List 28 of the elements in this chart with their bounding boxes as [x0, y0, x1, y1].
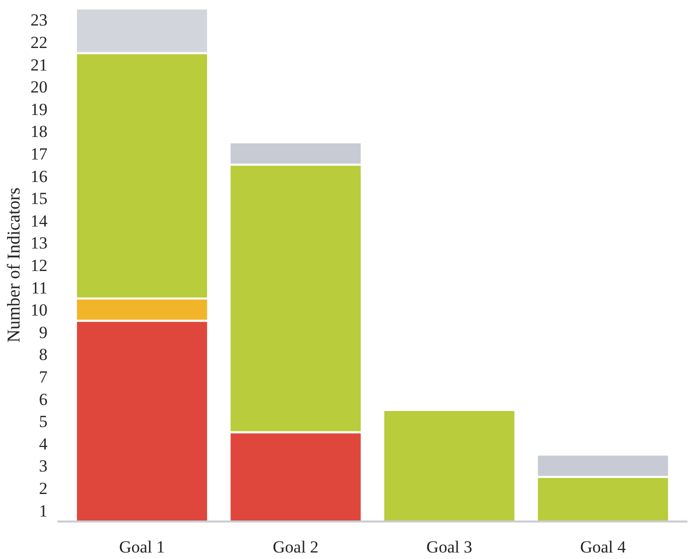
y-tick-label: 9 [39, 322, 48, 342]
y-tick-label: 12 [30, 256, 48, 275]
y-tick-label: 17 [30, 144, 48, 164]
x-tick-label: Goal 1 [119, 538, 165, 556]
y-tick-label: 7 [39, 368, 48, 387]
y-tick-label: 6 [39, 390, 48, 409]
y-tick-label: 16 [30, 166, 48, 186]
y-tick-label: 15 [30, 189, 48, 208]
y-tick-label: 21 [30, 55, 48, 74]
y-tick-label: 19 [30, 100, 48, 119]
y-tick-label: 13 [30, 234, 48, 253]
y-tick-label: 22 [30, 32, 48, 52]
y-tick-label: 11 [31, 278, 48, 298]
y-tick-label: 23 [30, 10, 48, 30]
y-tick-label: 2 [39, 479, 48, 498]
y-tick-label: 3 [39, 456, 48, 476]
y-tick-label: 10 [30, 300, 48, 320]
y-tick-label: 5 [39, 412, 48, 432]
y-tick-label: 8 [39, 345, 48, 364]
y-tick-label: 1 [39, 501, 48, 520]
y-axis-title: Number of Indicators [4, 188, 24, 342]
y-tick-label: 18 [30, 122, 48, 142]
x-tick-label: Goal 2 [272, 538, 319, 556]
y-tick-label: 20 [30, 78, 48, 97]
y-tick-label: 14 [30, 211, 48, 230]
x-tick-label: Goal 3 [426, 538, 472, 556]
x-tick-label: Goal 4 [580, 538, 626, 556]
y-tick-label: 4 [39, 434, 48, 454]
